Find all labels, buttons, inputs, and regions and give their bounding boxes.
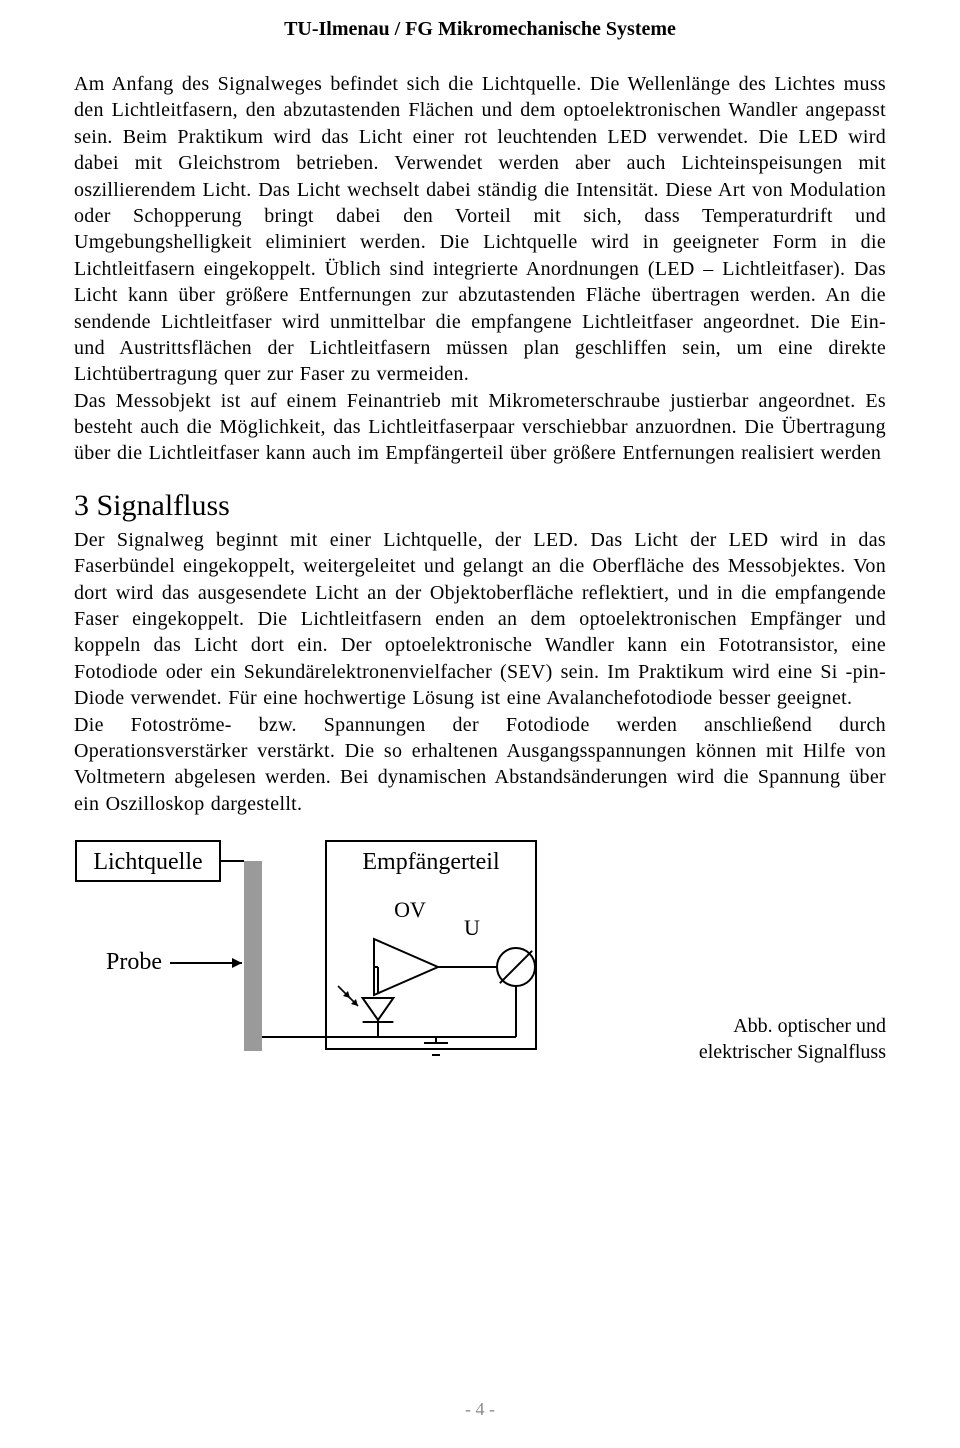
- page-number: - 4 -: [0, 1399, 960, 1420]
- svg-text:Lichtquelle: Lichtquelle: [93, 849, 202, 875]
- svg-text:OV: OV: [394, 897, 426, 922]
- figure-row: Lichtquelle Empfängerteil Probe OV U Abb. op…: [74, 839, 886, 1065]
- svg-text:U: U: [464, 915, 480, 940]
- signal-flow-diagram: Lichtquelle Empfängerteil Probe OV U: [74, 839, 544, 1065]
- section-heading: 3 Signalfluss: [74, 489, 886, 523]
- paragraph-2: Das Messobjekt ist auf einem Feinantrieb…: [74, 388, 886, 467]
- svg-text:Probe: Probe: [106, 949, 162, 975]
- paragraph-4: Die Fotoströme- bzw. Spannungen der Foto…: [74, 712, 886, 818]
- figure-caption: Abb. optischer und elektrischer Signalfl…: [676, 1013, 886, 1065]
- paragraph-3: Der Signalweg beginnt mit einer Lichtque…: [74, 527, 886, 712]
- svg-text:Empfängerteil: Empfängerteil: [362, 849, 500, 875]
- page-header: TU-Ilmenau / FG Mikromechanische Systeme: [74, 18, 886, 41]
- page: TU-Ilmenau / FG Mikromechanische Systeme…: [0, 0, 960, 1448]
- paragraph-1: Am Anfang des Signalweges befindet sich …: [74, 71, 886, 388]
